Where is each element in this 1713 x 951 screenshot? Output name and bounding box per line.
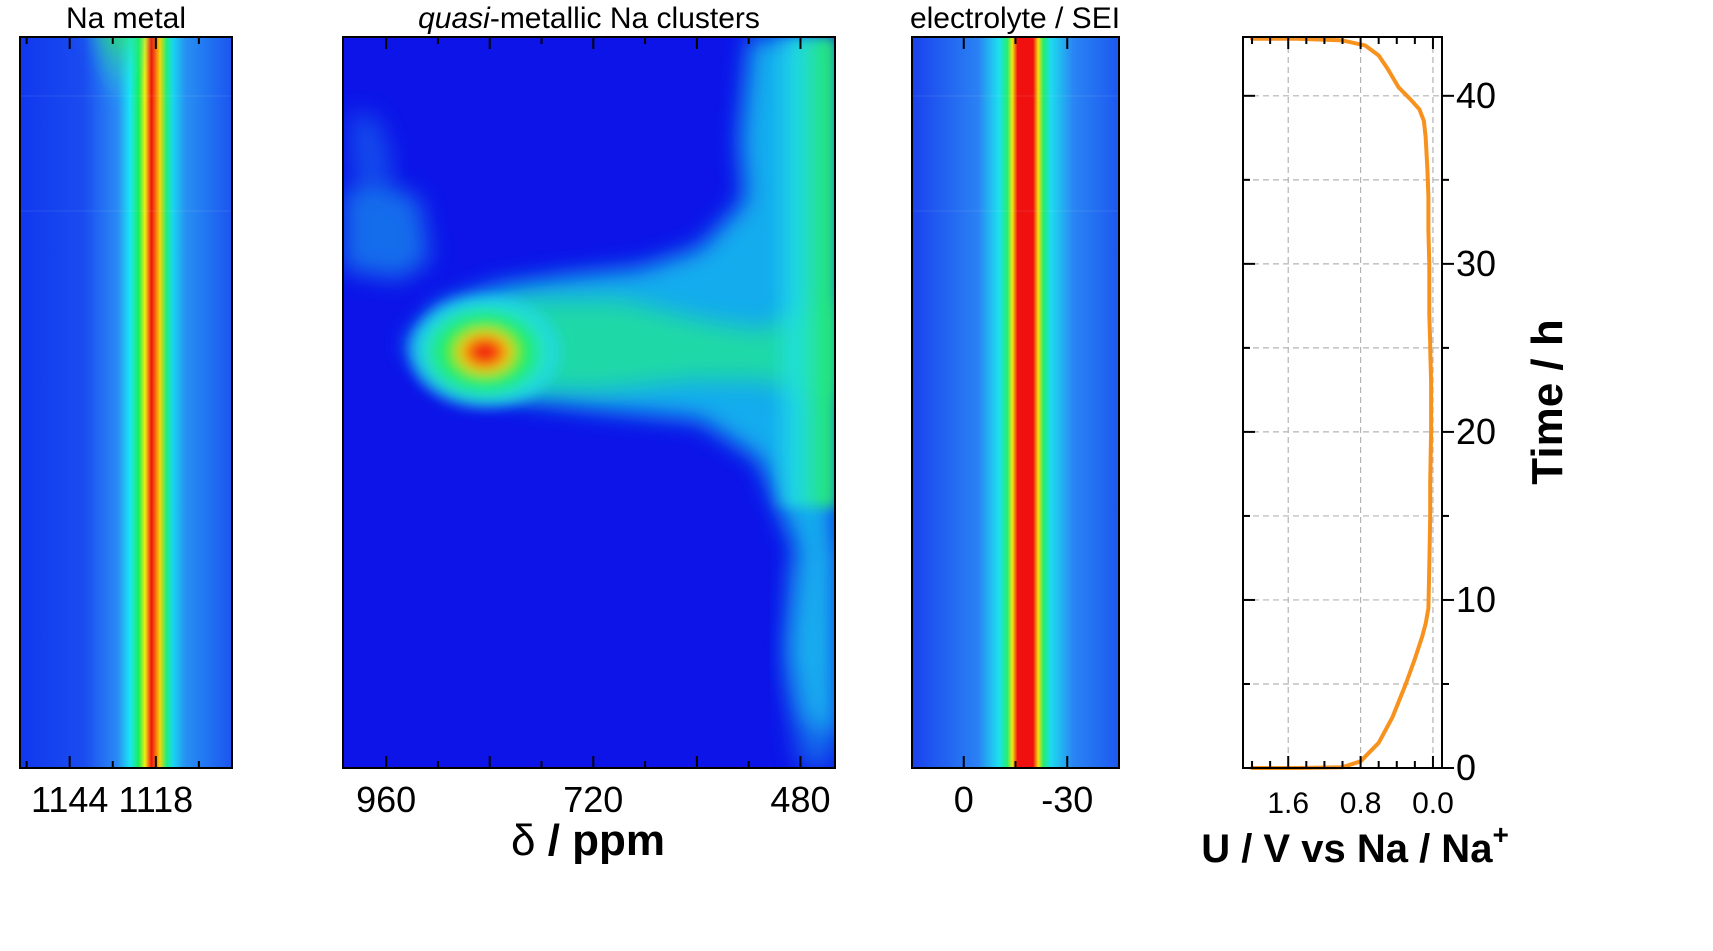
heatmap-electrolyte-band-2 xyxy=(912,210,1119,212)
x-ticks-electrolyte: 0 -30 xyxy=(911,37,1120,820)
x-tick-label-2-0: 0 xyxy=(954,779,974,820)
y-axis-title-time: Time / h xyxy=(1523,319,1572,484)
heatmap-electrolyte-field xyxy=(912,37,1119,768)
heatmap-na-metal-band-1 xyxy=(20,95,232,97)
heatmap-clusters-hotspot xyxy=(405,292,565,412)
x-ticks-clusters: 960 720 480 xyxy=(356,37,831,820)
x-axis-title-voltage-sup: + xyxy=(1492,819,1508,850)
voltage-y-tick-label-0: 0 xyxy=(1456,747,1476,788)
heatmap-clusters-left-haze xyxy=(343,180,430,280)
panel-title-electrolyte: electrolyte / SEI xyxy=(909,2,1121,35)
heatmap-clusters-cyan-region xyxy=(405,37,835,740)
panel-title-clusters-italic: quasi xyxy=(418,2,490,35)
panel-title-na-metal: Na metal xyxy=(65,2,187,35)
voltage-plot: 1.6 0.8 0.0 0 10 20 30 40 xyxy=(1242,36,1496,820)
heatmap-na-metal-top-shoulder xyxy=(76,37,160,250)
heatmap-clusters-bottom-right-haze xyxy=(785,540,835,768)
x-tick-label-1-2: 480 xyxy=(770,779,830,820)
x-axis-title-delta-symbol: δ xyxy=(511,816,536,865)
panel-title-clusters: quasi-metallic Na clusters xyxy=(330,2,848,36)
x-axis-title-voltage: U / V vs Na / Na+ xyxy=(1201,819,1509,871)
frame-voltage xyxy=(1242,36,1443,769)
x-tick-label-1-0: 960 xyxy=(356,779,416,820)
voltage-curve xyxy=(1250,36,1434,770)
x-tick-label-1-1: 720 xyxy=(563,779,623,820)
voltage-x-tick-label-0: 1.6 xyxy=(1267,787,1309,820)
heatmap-clusters xyxy=(343,37,835,768)
voltage-y-tick-label-2: 20 xyxy=(1456,411,1496,452)
x-ticks-na-metal: 1144 1118 xyxy=(25,37,200,820)
voltage-y-tick-label-3: 30 xyxy=(1456,243,1496,284)
heatmap-electrolyte-band-1 xyxy=(912,95,1119,97)
voltage-x-tick-label-1: 0.8 xyxy=(1340,787,1382,820)
voltage-x-ticks: 1.6 0.8 0.0 xyxy=(1251,37,1454,820)
x-tick-label-2-1: -30 xyxy=(1041,779,1093,820)
voltage-y-ticks: 0 10 20 30 40 xyxy=(1243,75,1496,788)
voltage-grid xyxy=(1243,37,1442,768)
voltage-y-tick-label-4: 40 xyxy=(1456,75,1496,116)
x-tick-label-0-0: 1144 xyxy=(31,779,108,820)
heatmap-electrolyte xyxy=(912,37,1119,768)
panel-title-clusters-rest: -metallic Na clusters xyxy=(489,2,760,35)
heatmap-na-metal-band-2 xyxy=(20,210,232,212)
voltage-y-tick-label-1: 10 xyxy=(1456,579,1496,620)
heatmap-na-metal xyxy=(20,37,232,768)
x-axis-title-delta: δ / ppm xyxy=(511,816,665,865)
heatmap-clusters-left-haze-2 xyxy=(350,110,395,190)
x-axis-title-voltage-text: U / V vs Na / Na xyxy=(1201,827,1493,871)
frame-na-metal xyxy=(19,36,233,769)
x-tick-label-0-1: 1118 xyxy=(118,779,193,820)
voltage-x-tick-label-2: 0.0 xyxy=(1412,787,1454,820)
x-axis-title-delta-unit: / ppm xyxy=(535,816,665,865)
frame-clusters xyxy=(342,36,836,769)
heatmap-clusters-right-edge xyxy=(770,37,835,507)
